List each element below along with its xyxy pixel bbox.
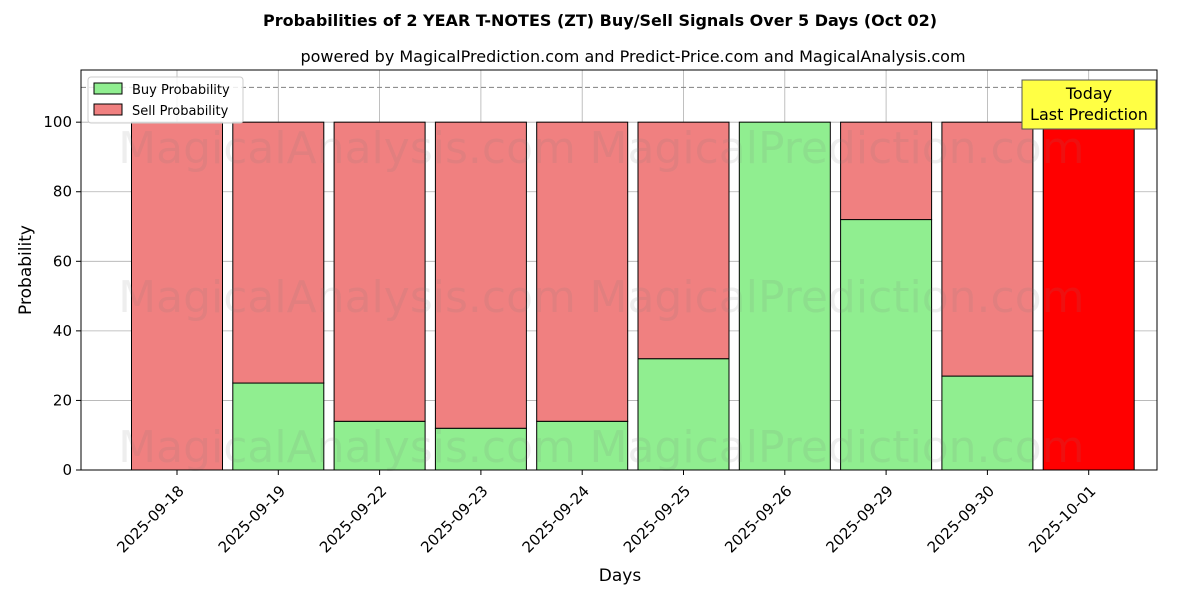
annotation-line-1: Today — [1065, 84, 1112, 103]
bar-sell-2025-10-01 — [1042, 121, 1135, 471]
y-tick-label: 20 — [53, 391, 72, 409]
bar-sell-2025-09-30 — [941, 121, 1034, 377]
watermark-prediction-3: MagicalPrediction.com — [590, 422, 1085, 473]
watermark-prediction-1: MagicalPrediction.com — [590, 123, 1085, 174]
x-axis-label: Days — [599, 566, 642, 586]
chart-subtitle: powered by MagicalPrediction.com and Pre… — [300, 47, 965, 66]
watermarks: MagicalAnalysis.com MagicalPrediction.co… — [118, 123, 1084, 473]
chart-title: Probabilities of 2 YEAR T-NOTES (ZT) Buy… — [263, 11, 937, 30]
legend-sell-swatch — [93, 103, 123, 116]
legend-buy-swatch — [93, 82, 123, 95]
watermark-analysis-1: MagicalAnalysis.com — [118, 123, 576, 174]
legend-sell-label: Sell Probability — [132, 104, 229, 119]
bar-buy-2025-09-19 — [232, 382, 325, 471]
y-axis-label: Probability — [16, 225, 36, 315]
bar-sell-2025-09-23 — [434, 121, 527, 429]
y-tick-label: 0 — [62, 461, 72, 479]
bar-buy-2025-09-22 — [333, 420, 426, 471]
annotation-box — [1021, 79, 1157, 130]
y-tick-label: 100 — [43, 113, 72, 131]
bar-sell-2025-09-25 — [637, 121, 730, 360]
bar-buy-2025-09-26 — [738, 121, 831, 471]
legend-box — [87, 76, 244, 124]
bar-buy-2025-09-29 — [840, 219, 933, 471]
watermark-prediction-2: MagicalPrediction.com — [590, 272, 1085, 323]
bar-sell-2025-09-24 — [536, 121, 629, 422]
watermark-analysis-2: MagicalAnalysis.com — [118, 272, 576, 323]
today-annotation: Today Last Prediction — [1021, 79, 1157, 130]
y-axis-ticks: 0 20 40 60 80 100 — [43, 113, 81, 479]
bar-sell-2025-09-29 — [840, 121, 933, 221]
bar-sell-2025-09-19 — [232, 121, 325, 384]
bar-buy-2025-09-24 — [536, 420, 629, 471]
legend: Buy Probability Sell Probability — [87, 76, 244, 124]
plot-frame — [80, 69, 1158, 471]
bar-sell-2025-09-22 — [333, 121, 426, 422]
y-tick-label: 80 — [53, 183, 72, 201]
annotation-line-2: Last Prediction — [1030, 105, 1148, 124]
y-tick-label: 60 — [53, 252, 72, 270]
bar-buy-2025-09-25 — [637, 358, 730, 471]
y-tick-label: 40 — [53, 322, 72, 340]
watermark-analysis-3: MagicalAnalysis.com — [118, 422, 576, 473]
legend-buy-label: Buy Probability — [132, 83, 230, 98]
